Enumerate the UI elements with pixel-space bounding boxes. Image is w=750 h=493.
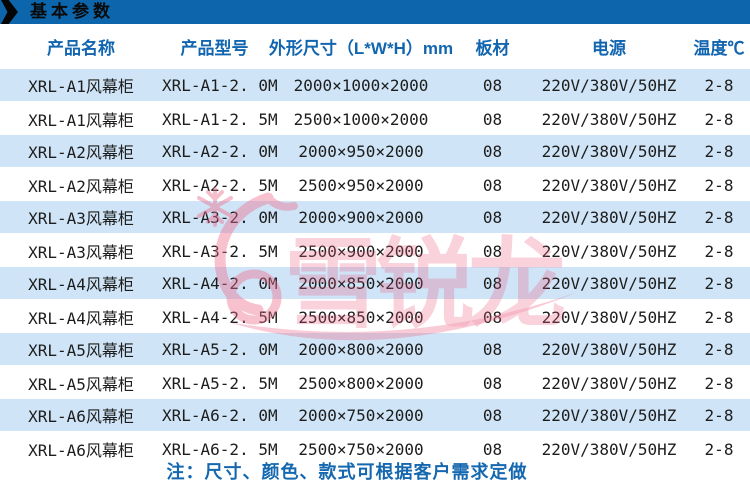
table-body: XRL-A1风幕柜 XRL-A1-2. 0M 2000×1000×2000 08 220… (0, 69, 750, 465)
table-cell: 2-8 (688, 135, 750, 169)
table-cell: 2-8 (688, 267, 750, 301)
table-cell: 220V/380V/50HZ (541, 439, 677, 459)
table-cell: 220V/380V/50HZ (530, 267, 688, 301)
table-cell: 2500×900×2000 (298, 241, 424, 261)
table-row: XRL-A5风幕柜 XRL-A5-2. 5M 2500×800×2000 08 220V… (0, 366, 750, 399)
table-cell: 2000×900×2000 (267, 201, 455, 235)
table-cell: 2-8 (688, 201, 750, 235)
table-cell: 2-8 (704, 373, 734, 393)
table-cell: 2000×750×2000 (267, 399, 455, 433)
table-cell: XRL-A2-2. 0M (162, 135, 278, 169)
table-cell: 2500×1000×2000 (293, 109, 429, 129)
table-cell: XRL-A6风幕柜 (28, 441, 134, 460)
table-cell: XRL-A2风幕柜 (0, 135, 162, 169)
table-cell: 2500×750×2000 (298, 439, 424, 459)
table-row: XRL-A4风幕柜 XRL-A4-2. 5M 2500×850×2000 08 220V… (0, 300, 750, 333)
table-cell: XRL-A1-2. 5M (162, 109, 278, 129)
table-cell: 220V/380V/50HZ (530, 201, 688, 235)
table-cell: XRL-A3-2. 5M (162, 241, 278, 261)
table-cell: 220V/380V/50HZ (530, 135, 688, 169)
banner-bar (0, 0, 750, 24)
table-cell: XRL-A4-2. 5M (162, 307, 278, 327)
table-cell: 2-8 (688, 69, 750, 103)
table-row: XRL-A1风幕柜 XRL-A1-2. 0M 2000×1000×2000 08 220… (0, 69, 750, 103)
table-cell: 220V/380V/50HZ (541, 307, 677, 327)
table-cell: XRL-A6-2. 0M (162, 399, 278, 433)
spec-table: 产品名称 产品型号 外形尺寸（L*W*H）mm 板材 电源 温度℃ XRL-A1… (0, 24, 750, 465)
header-temperature: 温度℃ (688, 24, 750, 69)
table-cell: 08 (482, 307, 503, 327)
table-cell: 220V/380V/50HZ (541, 373, 677, 393)
table-cell: XRL-A5风幕柜 (0, 333, 162, 367)
table-row: XRL-A6风幕柜 XRL-A6-2. 0M 2000×750×2000 08 220V… (0, 399, 750, 433)
table-cell: 08 (482, 439, 503, 459)
table-cell: 220V/380V/50HZ (530, 69, 688, 103)
header-product-model: 产品型号 (162, 24, 267, 69)
table-cell: XRL-A4风幕柜 (28, 309, 134, 328)
custom-note: 注：尺寸、颜色、款式可根据客户需求定做 (166, 462, 528, 482)
table-cell: 2-8 (704, 175, 734, 195)
table-cell: XRL-A3风幕柜 (0, 201, 162, 235)
table-cell: 08 (455, 399, 530, 433)
table-cell: 08 (482, 373, 503, 393)
table-row: XRL-A1风幕柜 XRL-A1-2. 5M 2500×1000×2000 08 220… (0, 102, 750, 135)
table-row: XRL-A3风幕柜 XRL-A3-2. 0M 2000×900×2000 08 220V… (0, 201, 750, 235)
table-row: XRL-A4风幕柜 XRL-A4-2. 0M 2000×850×2000 08 220V… (0, 267, 750, 301)
table-cell: 2000×1000×2000 (267, 69, 455, 103)
table-row: XRL-A5风幕柜 XRL-A5-2. 0M 2000×800×2000 08 220V… (0, 333, 750, 367)
table-cell: 2500×800×2000 (298, 373, 424, 393)
table-cell: 2-8 (704, 109, 734, 129)
table-cell: XRL-A2风幕柜 (28, 177, 134, 196)
table-cell: 2500×950×2000 (298, 175, 424, 195)
table-row: XRL-A2风幕柜 XRL-A2-2. 0M 2000×950×2000 08 220V… (0, 135, 750, 169)
table-cell: 08 (482, 241, 503, 261)
table-cell: XRL-A3-2. 0M (162, 201, 278, 235)
table-cell: XRL-A6风幕柜 (0, 399, 162, 433)
table-cell: XRL-A4-2. 0M (162, 267, 278, 301)
header-product-name: 产品名称 (0, 24, 162, 69)
table-cell: XRL-A2-2. 5M (162, 175, 278, 195)
table-cell: 220V/380V/50HZ (541, 175, 677, 195)
table-cell: 2500×850×2000 (298, 307, 424, 327)
table-row: XRL-A6风幕柜 XRL-A6-2. 5M 2500×750×2000 08 220V… (0, 432, 750, 465)
table-cell: 220V/380V/50HZ (541, 241, 677, 261)
table-cell: 2-8 (704, 439, 734, 459)
table-cell: 220V/380V/50HZ (541, 109, 677, 129)
table-row: XRL-A3风幕柜 XRL-A3-2. 5M 2500×900×2000 08 220V… (0, 234, 750, 267)
table-cell: XRL-A5-2. 5M (162, 373, 278, 393)
table-cell: 2000×850×2000 (267, 267, 455, 301)
table-cell: XRL-A1风幕柜 (28, 111, 134, 130)
table-cell: 08 (455, 333, 530, 367)
table-row: XRL-A2风幕柜 XRL-A2-2. 5M 2500×950×2000 08 220V… (0, 168, 750, 201)
table-cell: 220V/380V/50HZ (530, 399, 688, 433)
header-dimensions: 外形尺寸（L*W*H）mm (267, 24, 455, 69)
table-cell: 2-8 (688, 333, 750, 367)
table-cell: 08 (455, 267, 530, 301)
table-cell: XRL-A1风幕柜 (0, 69, 162, 103)
table-cell: XRL-A4风幕柜 (0, 267, 162, 301)
table-cell: 2-8 (688, 399, 750, 433)
table-cell: 2000×950×2000 (267, 135, 455, 169)
table-cell: 08 (482, 109, 503, 129)
table-cell: 2-8 (704, 241, 734, 261)
table-cell: XRL-A3风幕柜 (28, 243, 134, 262)
table-cell: XRL-A5风幕柜 (28, 375, 134, 394)
table-cell: 2-8 (704, 307, 734, 327)
table-cell: 2000×800×2000 (267, 333, 455, 367)
table-cell: 220V/380V/50HZ (530, 333, 688, 367)
header-board: 板材 (455, 24, 530, 69)
table-cell: 08 (455, 135, 530, 169)
table-cell: XRL-A6-2. 5M (162, 439, 278, 459)
table-cell: 08 (482, 175, 503, 195)
header-power: 电源 (530, 24, 688, 69)
banner-title: 基本参数 (30, 2, 114, 21)
table-cell: 08 (455, 69, 530, 103)
table-header-row: 产品名称 产品型号 外形尺寸（L*W*H）mm 板材 电源 温度℃ (0, 24, 750, 69)
table-cell: XRL-A1-2. 0M (162, 69, 278, 103)
table-cell: XRL-A5-2. 0M (162, 333, 278, 367)
table-cell: 08 (455, 201, 530, 235)
